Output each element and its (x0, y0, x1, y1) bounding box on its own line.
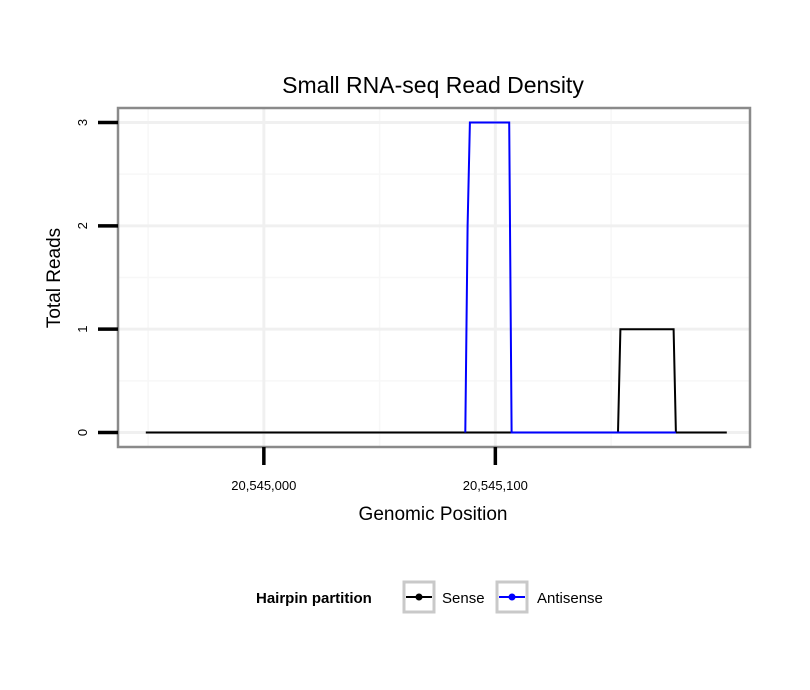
y-tick-label: 3 (75, 119, 90, 126)
legend-point-antisense (508, 593, 516, 601)
legend-title: Hairpin partition (256, 590, 372, 607)
plot-panel-border (116, 106, 752, 449)
chart-title: Small RNA-seq Read Density (282, 72, 584, 98)
legend-label-antisense: Antisense (537, 590, 603, 607)
series-line-antisense (464, 121, 676, 434)
x-axis: 20,545,000 20,545,100 (231, 447, 528, 493)
x-tick-label: 20,545,000 (231, 478, 296, 493)
y-axis: 0 1 2 3 (75, 119, 118, 436)
legend-point-sense (415, 593, 423, 601)
x-axis-title: Genomic Position (359, 504, 508, 525)
legend: Hairpin partition Sense Antisense (256, 580, 603, 614)
grid (118, 108, 750, 447)
y-tick-label: 0 (75, 429, 90, 436)
x-tick-label: 20,545,100 (463, 478, 528, 493)
data-series (145, 121, 727, 434)
y-axis-title: Total Reads (44, 228, 65, 328)
legend-label-sense: Sense (442, 590, 485, 607)
y-tick-label: 2 (75, 222, 90, 229)
y-tick-label: 1 (75, 326, 90, 333)
